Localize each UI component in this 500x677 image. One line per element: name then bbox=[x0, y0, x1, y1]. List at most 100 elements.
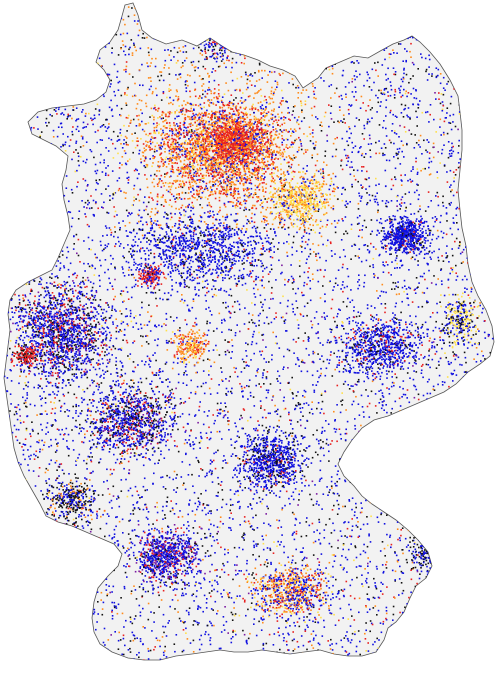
map-point-blue bbox=[208, 438, 211, 441]
map-point-blue bbox=[412, 630, 415, 633]
map-point-black bbox=[158, 289, 161, 291]
map-point-blue bbox=[381, 648, 383, 650]
map-point-black bbox=[374, 62, 376, 64]
map-point-black bbox=[311, 50, 314, 52]
map-point-blue bbox=[411, 356, 414, 358]
map-point-blue bbox=[397, 17, 399, 19]
map-point-blue bbox=[440, 601, 443, 603]
map-point-blue bbox=[88, 521, 90, 523]
map-point-black bbox=[415, 110, 417, 113]
map-point-blue bbox=[96, 169, 99, 172]
map-point-blue bbox=[40, 603, 42, 605]
map-point-blue bbox=[209, 643, 212, 646]
map-point-black bbox=[143, 37, 146, 39]
map-point-blue bbox=[350, 105, 352, 107]
map-point-yellow bbox=[216, 349, 218, 351]
map-point-black bbox=[176, 473, 178, 476]
map-point-blue bbox=[385, 127, 387, 130]
map-point-blue bbox=[468, 146, 470, 149]
map-point-black bbox=[401, 470, 403, 472]
map-point-blue bbox=[150, 138, 152, 141]
map-point-blue bbox=[147, 258, 150, 260]
map-point-red bbox=[56, 581, 59, 584]
map-point-orange bbox=[4, 62, 6, 65]
map-point-blue bbox=[50, 674, 52, 676]
map-point-orange bbox=[133, 585, 135, 587]
map-point-blue bbox=[262, 333, 265, 336]
map-point-blue bbox=[59, 597, 62, 600]
map-point-yellow bbox=[350, 228, 353, 230]
map-point-purple bbox=[241, 417, 243, 419]
map-point-orange bbox=[305, 89, 308, 91]
map-point-blue bbox=[471, 144, 473, 146]
map-point-blue bbox=[388, 232, 391, 235]
map-point-blue bbox=[17, 187, 20, 189]
map-point-blue bbox=[406, 397, 408, 399]
map-point-blue bbox=[164, 434, 166, 436]
map-point-black bbox=[481, 168, 483, 171]
map-point-black bbox=[107, 651, 110, 653]
map-point-blue bbox=[366, 480, 368, 483]
map-point-red bbox=[213, 88, 216, 90]
map-point-blue bbox=[185, 593, 187, 595]
map-point-black bbox=[406, 143, 408, 146]
map-point-blue bbox=[227, 552, 229, 554]
map-point-orange bbox=[131, 95, 134, 98]
map-point-blue bbox=[398, 578, 401, 580]
map-point-black bbox=[211, 590, 213, 592]
map-point-orange bbox=[301, 8, 303, 10]
map-point-blue bbox=[439, 592, 441, 595]
map-point-blue bbox=[253, 546, 255, 549]
map-point-black bbox=[233, 447, 236, 449]
map-point-blue bbox=[173, 320, 175, 322]
map-point-blue bbox=[478, 343, 480, 346]
map-point-blue bbox=[126, 550, 128, 552]
map-point-black bbox=[260, 407, 262, 409]
map-point-orange bbox=[306, 149, 309, 151]
map-point-blue bbox=[383, 143, 386, 145]
map-point-black bbox=[192, 673, 194, 675]
map-point-black bbox=[420, 531, 422, 534]
map-point-blue bbox=[61, 126, 63, 129]
map-point-yellow bbox=[227, 269, 230, 271]
map-point-yellow bbox=[354, 630, 356, 633]
map-point-orange bbox=[363, 462, 366, 465]
map-point-orange bbox=[390, 495, 393, 498]
map-point-black bbox=[429, 229, 432, 232]
map-point-blue bbox=[252, 20, 255, 22]
map-point-blue bbox=[122, 417, 124, 420]
map-point-blue bbox=[465, 71, 467, 73]
map-point-blue bbox=[27, 366, 29, 368]
map-point-blue bbox=[249, 435, 251, 438]
map-point-blue bbox=[334, 624, 337, 626]
map-point-blue bbox=[262, 642, 265, 645]
map-point-blue bbox=[30, 454, 32, 457]
map-point-orange bbox=[337, 43, 339, 45]
map-point-blue bbox=[176, 316, 178, 319]
map-point-blue bbox=[58, 596, 61, 598]
map-point-orange bbox=[210, 193, 212, 196]
map-point-black bbox=[14, 621, 16, 623]
map-point-black bbox=[101, 613, 104, 616]
map-point-orange bbox=[34, 347, 36, 350]
map-point-black bbox=[260, 253, 263, 256]
map-point-blue bbox=[46, 513, 49, 515]
map-point-red bbox=[106, 23, 109, 26]
map-point-red bbox=[249, 119, 251, 121]
map-point-orange bbox=[307, 584, 310, 586]
map-point-black bbox=[77, 525, 79, 527]
map-point-blue bbox=[222, 616, 225, 618]
map-point-blue bbox=[437, 204, 440, 207]
map-point-blue bbox=[202, 370, 205, 372]
map-point-black bbox=[168, 73, 171, 75]
map-point-blue bbox=[455, 620, 457, 622]
map-point-blue bbox=[354, 125, 356, 128]
map-point-blue bbox=[436, 7, 438, 9]
map-point-blue bbox=[464, 663, 466, 665]
map-point-blue bbox=[470, 290, 473, 293]
map-point-blue bbox=[89, 26, 92, 29]
map-point-black bbox=[160, 204, 163, 206]
map-point-blue bbox=[492, 629, 494, 631]
map-point-red bbox=[223, 650, 226, 653]
map-point-blue bbox=[92, 366, 95, 369]
